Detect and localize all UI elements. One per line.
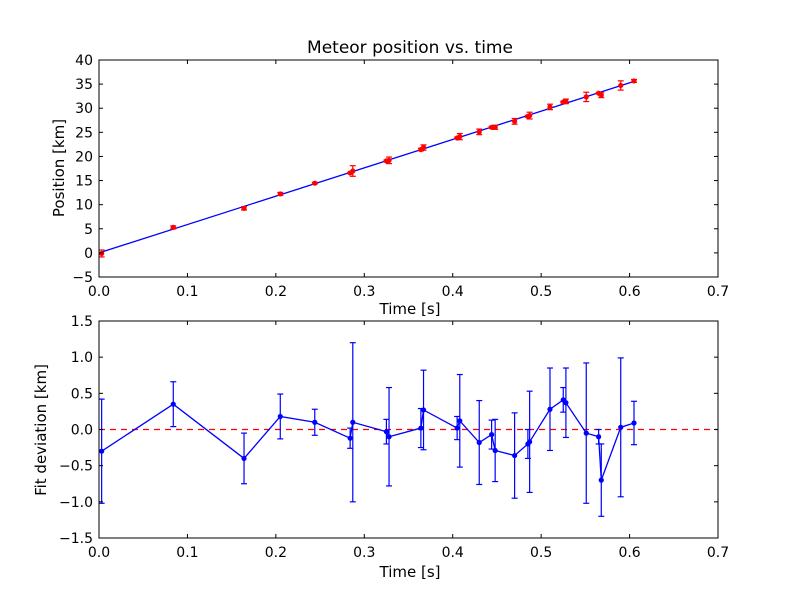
x-tick-label: 0.0	[88, 284, 110, 300]
y-tick-label: −1.5	[59, 531, 93, 547]
y-tick-label: 5	[84, 222, 93, 238]
data-point	[631, 420, 637, 426]
y-tick-label: 0	[84, 246, 93, 262]
data-point	[492, 124, 498, 130]
data-point	[598, 477, 604, 483]
data-point	[583, 94, 589, 100]
axes-frame	[98, 59, 719, 278]
data-point	[383, 429, 389, 435]
data-point	[583, 430, 589, 436]
fit-line	[98, 80, 635, 254]
data-point	[492, 447, 498, 454]
data-point	[350, 168, 356, 174]
data-point	[241, 455, 247, 462]
y-tick-label: 40	[75, 53, 93, 69]
y-tick-label: 0.0	[71, 423, 93, 439]
y-tick-label: 0.5	[71, 386, 93, 402]
data-point	[598, 92, 604, 98]
data-point	[420, 144, 427, 151]
data-point	[418, 425, 424, 431]
data-point	[99, 250, 105, 257]
y-tick-label: 15	[75, 174, 93, 190]
x-tick-label: 0.2	[265, 545, 287, 561]
data-point	[277, 191, 283, 197]
data-point	[241, 205, 247, 211]
data-point	[512, 452, 518, 459]
y-tick-label: −5	[72, 270, 93, 286]
data-point	[420, 407, 427, 413]
x-tick-label: 0.4	[442, 284, 464, 300]
data-point	[386, 157, 392, 163]
data-point	[350, 419, 356, 425]
x-tick-label: 0.5	[530, 545, 552, 561]
chart-title: Meteor position vs. time	[307, 38, 513, 58]
y-tick-label: 10	[75, 198, 93, 214]
data-point	[563, 400, 569, 406]
y-tick-label: 1.5	[71, 314, 93, 330]
data-point	[527, 439, 533, 445]
data-point	[618, 82, 624, 89]
x-tick-label: 0.1	[176, 284, 198, 300]
data-point	[312, 419, 318, 425]
data-point	[277, 413, 283, 420]
position-axes: 0.0 0.1 0.2 0.3 0.4 0.5 0.6 0.7 −5 0 5 10 15 20 25 30 35…	[72, 53, 729, 300]
data-point	[170, 401, 176, 407]
deviation-axes: 0.0 0.1 0.2 0.3 0.4 0.5 0.6 0.7 −1.5 −1.0 −0.5 0.0 0…	[59, 314, 729, 561]
data-point	[476, 439, 482, 446]
y-tick-label: 1.0	[71, 350, 93, 366]
x-tick-label: 0.4	[442, 545, 464, 561]
y-tick-label: −1.0	[59, 495, 93, 511]
x-tick-label: 0.5	[530, 284, 552, 300]
x-tick-label: 0.7	[707, 284, 729, 300]
x-tick-label: 0.0	[88, 545, 110, 561]
x-tick-label: 0.3	[353, 284, 375, 300]
data-point	[170, 224, 176, 230]
data-point	[99, 448, 105, 454]
x-tick-label: 0.6	[618, 284, 640, 300]
x-tick-label: 0.1	[176, 545, 198, 561]
y-tick-label: −0.5	[59, 459, 93, 475]
data-point	[457, 134, 463, 140]
y-tick-label: 25	[75, 125, 93, 141]
y-tick-label: 35	[75, 77, 93, 93]
bottom-y-axis-label: Fit deviation [km]	[32, 364, 50, 496]
data-point	[457, 418, 463, 424]
bottom-x-axis-label: Time [s]	[379, 563, 441, 581]
data-point	[527, 113, 533, 119]
data-point	[347, 435, 353, 441]
data-point	[547, 406, 553, 412]
data-point	[386, 434, 392, 440]
data-point	[563, 98, 569, 104]
data-point	[547, 104, 553, 110]
top-y-axis-label: Position [km]	[50, 119, 68, 217]
y-tick-label: 20	[75, 149, 93, 165]
x-tick-label: 0.7	[707, 545, 729, 561]
data-point	[489, 431, 495, 438]
y-tick-label: 30	[75, 101, 93, 117]
data-point	[618, 424, 624, 430]
data-point	[596, 434, 602, 440]
x-tick-label: 0.2	[265, 284, 287, 300]
x-tick-label: 0.3	[353, 545, 375, 561]
top-x-axis-label: Time [s]	[379, 300, 441, 318]
data-point	[512, 118, 518, 124]
data-point	[631, 78, 637, 84]
data-point	[312, 180, 318, 186]
data-point	[476, 129, 482, 135]
data-point	[454, 425, 460, 431]
x-tick-label: 0.6	[618, 545, 640, 561]
